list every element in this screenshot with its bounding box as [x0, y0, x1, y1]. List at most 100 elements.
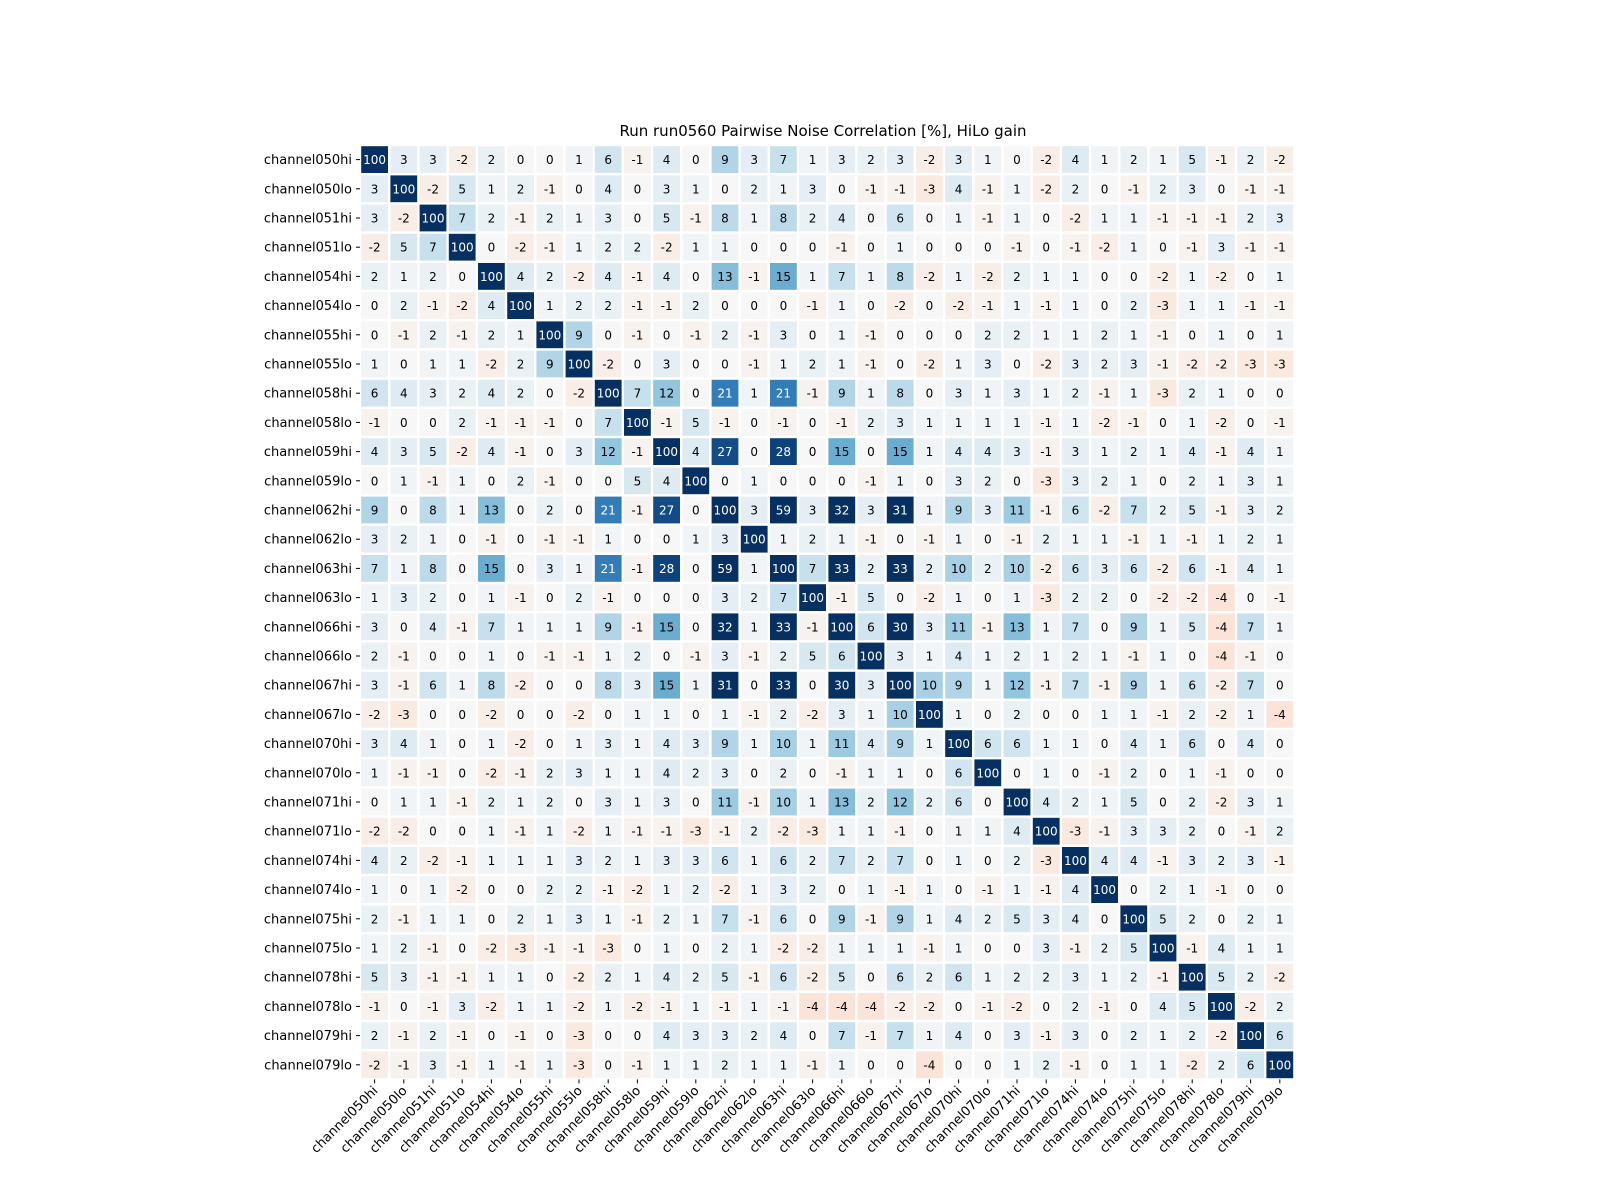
- cell-value-label: 10: [893, 708, 908, 722]
- cell-value-label: 15: [484, 562, 499, 576]
- heatmap-cell: [1120, 876, 1148, 903]
- cell-value-label: 1: [1159, 1058, 1167, 1072]
- heatmap-cell: [507, 671, 534, 699]
- heatmap-cell: [799, 350, 826, 378]
- cell-value-label: 4: [1072, 883, 1080, 897]
- heatmap-cell: [711, 642, 739, 670]
- cell-value-label: -1: [748, 270, 760, 284]
- heatmap-cell: [536, 555, 564, 582]
- heatmap-cell: [916, 847, 943, 874]
- cell-value-label: 7: [896, 854, 904, 868]
- heatmap-cell: [478, 496, 505, 524]
- heatmap-cell: [886, 817, 914, 845]
- cell-value-label: 2: [867, 796, 875, 810]
- cell-value-label: 4: [780, 1029, 788, 1043]
- cell-value-label: 2: [517, 387, 525, 401]
- cell-value-label: 1: [750, 620, 758, 634]
- heatmap-cell: [886, 175, 914, 203]
- cell-value-label: 2: [984, 912, 992, 926]
- cell-value-label: 13: [834, 796, 849, 810]
- heatmap-cell: [886, 496, 914, 524]
- cell-value-label: -1: [807, 1058, 819, 1072]
- heatmap-cell: [799, 788, 826, 816]
- y-tick-label: channel067lo: [264, 708, 352, 723]
- cell-value-label: -1: [982, 883, 994, 897]
- cell-value-label: -1: [485, 416, 497, 430]
- heatmap-cell: [1178, 934, 1206, 962]
- cell-value-label: 3: [1072, 971, 1080, 985]
- heatmap-cell: [857, 467, 885, 495]
- cell-value-label: -2: [923, 358, 935, 372]
- cell-value-label: -1: [1040, 1029, 1052, 1043]
- cell-value-label: 3: [896, 153, 904, 167]
- heatmap-cell: [1237, 350, 1264, 378]
- heatmap-cell: [624, 292, 651, 319]
- cell-value-label: -3: [398, 708, 410, 722]
- cell-value-label: -1: [369, 416, 381, 430]
- cell-value-label: -1: [1245, 241, 1257, 255]
- heatmap-cell: [448, 467, 476, 495]
- heatmap-cell: [886, 847, 914, 874]
- cell-value-label: -1: [631, 504, 643, 518]
- heatmap-cell: [857, 292, 885, 319]
- heatmap-cell: [478, 671, 505, 699]
- cell-value-label: -3: [1245, 358, 1257, 372]
- heatmap-cell: [711, 993, 739, 1020]
- heatmap-cell: [653, 613, 680, 641]
- cell-value-label: -2: [369, 241, 381, 255]
- cell-value-label: 2: [1247, 212, 1255, 226]
- cell-value-label: 0: [458, 533, 466, 547]
- heatmap-cell: [390, 759, 418, 787]
- cell-value-label: 0: [400, 504, 408, 518]
- heatmap-cell: [390, 379, 418, 407]
- heatmap-cell: [624, 701, 651, 728]
- heatmap-cell: [361, 642, 388, 670]
- cell-value-label: 2: [458, 387, 466, 401]
- cell-value-label: 2: [575, 299, 583, 313]
- heatmap-cell: [770, 759, 797, 787]
- cell-value-label: 0: [721, 358, 729, 372]
- cell-value-label: 3: [429, 387, 437, 401]
- cell-value-label: 1: [1276, 445, 1284, 459]
- heatmap-cell: [1178, 730, 1206, 757]
- heatmap-cell: [740, 233, 768, 261]
- cell-value-label: -2: [515, 737, 527, 751]
- heatmap-cell: [478, 701, 505, 728]
- cell-value-label: 9: [955, 504, 963, 518]
- cell-value-label: 13: [484, 504, 499, 518]
- cell-value-label: 0: [809, 1029, 817, 1043]
- cell-value-label: 1: [1188, 883, 1196, 897]
- cell-value-label: 1: [517, 971, 525, 985]
- cell-value-label: 3: [1159, 825, 1167, 839]
- heatmap-cell: [1266, 905, 1294, 933]
- heatmap-cell: [1149, 817, 1177, 845]
- heatmap-cell: [1091, 671, 1118, 699]
- cell-value-label: 100: [714, 504, 737, 518]
- heatmap-cell: [448, 905, 476, 933]
- cell-value-label: 1: [429, 796, 437, 810]
- cell-value-label: -1: [456, 1058, 468, 1072]
- heatmap-cell: [828, 555, 856, 582]
- heatmap-cell: [740, 438, 768, 465]
- cell-value-label: -1: [515, 825, 527, 839]
- cell-value-label: 0: [663, 650, 671, 664]
- cell-value-label: -1: [1245, 182, 1257, 196]
- cell-value-label: -2: [456, 445, 468, 459]
- cell-value-label: 0: [1276, 387, 1284, 401]
- cell-value-label: 1: [926, 416, 934, 430]
- heatmap-cell: [1062, 233, 1089, 261]
- cell-value-label: 1: [867, 825, 875, 839]
- cell-value-label: 33: [893, 562, 908, 576]
- heatmap-cell: [886, 525, 914, 553]
- heatmap-cell: [594, 817, 622, 845]
- cell-value-label: -1: [1157, 708, 1169, 722]
- cell-value-label: 0: [488, 241, 496, 255]
- heatmap-cell: [1266, 467, 1294, 495]
- cell-value-label: 1: [1101, 971, 1109, 985]
- cell-value-label: 2: [400, 533, 408, 547]
- heatmap-cell: [1149, 993, 1177, 1020]
- heatmap-cell: [1091, 701, 1118, 728]
- heatmap-cell: [1266, 175, 1294, 203]
- cell-value-label: -2: [923, 270, 935, 284]
- heatmap-cell: [624, 233, 651, 261]
